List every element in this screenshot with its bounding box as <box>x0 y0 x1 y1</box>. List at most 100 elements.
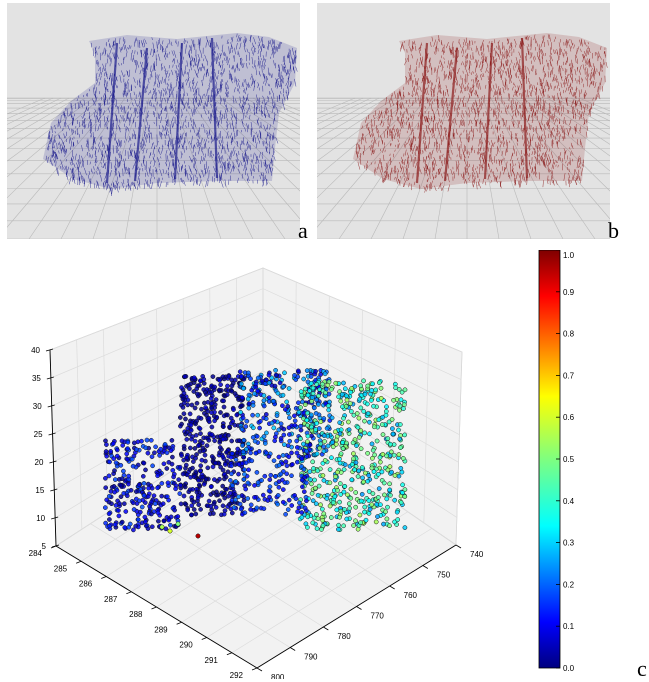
cloud-ridge <box>105 42 119 184</box>
scatter-point <box>255 412 261 418</box>
scatter-point <box>266 488 272 494</box>
scatter-point <box>194 400 200 406</box>
scatter-point <box>280 384 286 390</box>
scatter-point <box>224 486 229 492</box>
scatter-point <box>213 397 219 402</box>
scatter-point <box>223 474 229 480</box>
scatter-point <box>305 422 310 428</box>
scatter-point <box>233 457 239 463</box>
scatter-point <box>170 467 176 473</box>
floor-grid-line <box>514 97 610 192</box>
scatter-point <box>286 425 292 430</box>
scatter-point <box>164 515 170 520</box>
y-axis: 284 285 286 287 288 289 290 291 292 <box>29 545 258 679</box>
scatter-point <box>327 480 333 486</box>
scatter-point <box>221 398 226 404</box>
scatter-point <box>366 498 372 503</box>
scatter-point <box>369 397 374 403</box>
scatter-point <box>254 434 260 439</box>
scatter-point <box>194 452 199 457</box>
scatter-point <box>261 393 267 398</box>
scatter-point <box>396 452 402 457</box>
scatter-point <box>273 434 278 440</box>
scatter-point <box>126 481 131 487</box>
scatter-point <box>149 499 154 505</box>
scatter-point <box>351 451 356 456</box>
scatter-point <box>321 448 327 454</box>
scatter-point <box>227 502 232 507</box>
scatter-point <box>376 380 382 385</box>
scatter-point <box>195 533 201 539</box>
scatter-point <box>304 480 309 486</box>
scatter-point <box>317 445 322 451</box>
scatter-point <box>333 474 338 479</box>
scatter-point <box>177 491 183 496</box>
scatter-point <box>402 387 408 393</box>
scatter-point <box>234 412 240 418</box>
scatter-point <box>128 487 134 493</box>
y-tick-label: 289 <box>154 625 168 634</box>
scatter-point <box>259 378 265 384</box>
scatter-point <box>370 447 376 453</box>
floor-grid-line <box>60 97 134 239</box>
floor-grid-line <box>317 97 412 178</box>
scatter-point <box>199 406 204 412</box>
scatter-point <box>153 444 158 450</box>
scatter-point <box>394 509 400 515</box>
scatter-point <box>162 445 168 451</box>
scatter-point <box>202 452 208 458</box>
scatter-point <box>222 462 228 467</box>
scatter-point <box>278 436 284 441</box>
scatter-point <box>282 370 287 376</box>
y-tick <box>226 652 233 656</box>
y-gridline <box>76 339 83 530</box>
y-tick <box>201 637 207 640</box>
scatter-point <box>266 372 272 378</box>
scatter-point <box>325 382 331 388</box>
scatter-point <box>140 473 146 479</box>
scatter-point <box>120 443 126 448</box>
scatter-point <box>166 459 172 465</box>
scatter-point <box>228 415 234 421</box>
x-tick-label: 750 <box>437 571 451 580</box>
scatter-point <box>371 403 376 409</box>
scatter-point <box>187 386 192 391</box>
scatter-point <box>159 524 165 530</box>
scatter-point <box>325 443 331 449</box>
scatter-point <box>336 394 341 400</box>
scatter-point <box>221 376 227 382</box>
scatter-point <box>103 475 108 481</box>
scatter-point <box>281 432 287 438</box>
scatter-point <box>343 404 349 409</box>
scatter-point <box>217 377 222 383</box>
scatter-point <box>184 472 190 478</box>
scatter-point <box>224 392 230 398</box>
scatter-point <box>242 467 247 473</box>
scatter-point <box>385 436 391 441</box>
floor-grid-line <box>172 97 222 239</box>
scatter-point <box>278 471 284 477</box>
scatter-point <box>191 499 197 505</box>
scatter-point <box>388 492 393 498</box>
scatter-point <box>157 453 162 458</box>
scatter-point <box>127 521 133 527</box>
scatter-point <box>309 481 314 487</box>
scatter-point <box>321 511 327 517</box>
scatter-point <box>374 438 380 444</box>
scatter-point <box>349 477 355 483</box>
scatter-point <box>296 400 301 406</box>
scatter-point <box>184 455 189 460</box>
scatter-point <box>342 386 348 392</box>
scatter-point <box>367 419 372 425</box>
scatter-point <box>378 395 384 401</box>
scatter-point <box>103 449 109 454</box>
z-tick-label: 35 <box>32 374 41 383</box>
scatter-point <box>112 477 118 482</box>
z-axis: 5 10 15 20 25 30 35 40 <box>31 346 60 551</box>
scatter-point <box>267 477 273 483</box>
scatter-point <box>298 389 304 395</box>
scatter-point <box>160 501 166 507</box>
scatter-point <box>242 471 247 477</box>
scatter-point <box>330 500 336 505</box>
scatter-point <box>326 407 332 413</box>
